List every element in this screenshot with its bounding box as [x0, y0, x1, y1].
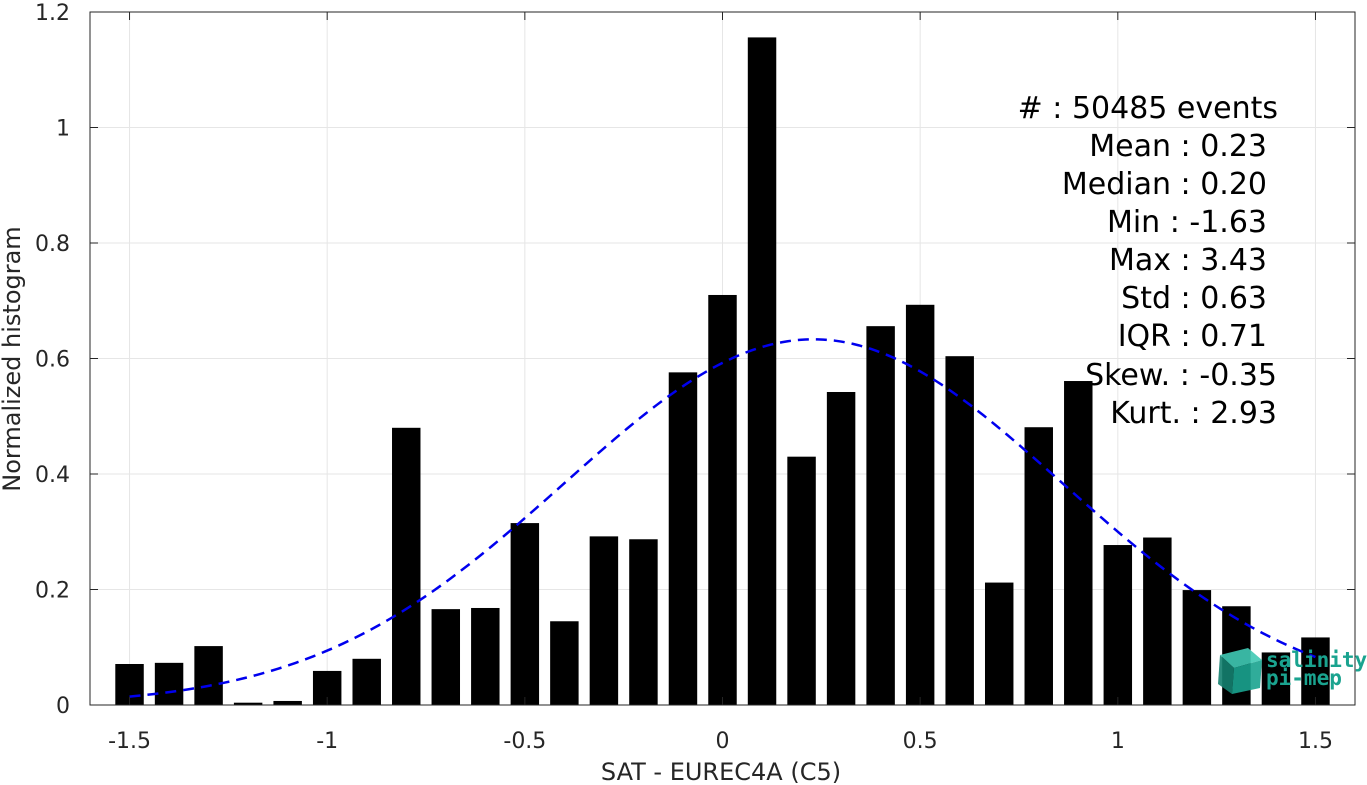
histogram-bar [747, 37, 777, 706]
histogram-bar [984, 582, 1014, 705]
gaussian-fit-curve [129, 338, 1316, 698]
x-tick-label: 1 [1111, 729, 1125, 754]
y-axis-label: Normalized histogram [0, 226, 26, 491]
histogram-bar [1261, 652, 1291, 705]
y-tick-labels: 0 0.2 0.4 0.6 0.8 1 1.2 [35, 1, 70, 719]
histogram-bar [1103, 545, 1133, 705]
histogram-bar [826, 391, 856, 705]
x-axis-label: SAT - EUREC4A (C5) [601, 758, 841, 785]
histogram-bar [945, 356, 974, 705]
histogram-bar [510, 523, 540, 705]
y-tick-label: 0.8 [35, 232, 70, 257]
histogram-bar [352, 658, 381, 705]
y-tick-label: 0.4 [35, 463, 70, 488]
histogram-bar [1182, 590, 1212, 705]
axis-ticks [90, 11, 1355, 706]
histogram-bar [866, 326, 895, 705]
statistics-block: # : 50485 events Mean : 0.23 Median : 0.… [1018, 91, 1278, 431]
logo-line-1: salinity [1266, 648, 1367, 672]
histogram-bar [233, 702, 263, 705]
x-tick-label: 0 [716, 729, 730, 754]
histogram-bar [787, 456, 816, 705]
histogram-bar [392, 427, 421, 705]
y-tick-label: 0.2 [35, 579, 70, 604]
histogram-bar [431, 609, 461, 705]
stat-skew: Skew. : -0.35 [1085, 358, 1277, 393]
histogram-bar [629, 539, 658, 705]
y-tick-label: 0 [56, 694, 70, 719]
histogram-bar [194, 646, 223, 705]
stat-median: Median : 0.20 [1062, 167, 1267, 202]
x-tick-label: 1.5 [1298, 729, 1333, 754]
stat-mean: Mean : 0.23 [1089, 129, 1267, 164]
x-tick-label: -1.5 [108, 729, 151, 754]
histogram-bar [668, 372, 698, 705]
stat-kurt: Kurt. : 2.93 [1110, 396, 1277, 431]
stat-iqr: IQR : 0.71 [1118, 319, 1267, 354]
y-tick-label: 1.2 [35, 1, 70, 26]
stat-max: Max : 3.43 [1109, 243, 1267, 278]
x-tick-label: 0.5 [903, 729, 938, 754]
histogram-bar [1301, 637, 1330, 705]
histogram-bar [1024, 427, 1053, 705]
histogram-bar [154, 662, 184, 705]
stat-min: Min : -1.63 [1107, 205, 1267, 240]
histogram-bar [273, 700, 302, 705]
stat-std: Std : 0.63 [1121, 281, 1267, 316]
x-tick-label: -0.5 [503, 729, 546, 754]
x-tick-labels: -1.5 -1 -0.5 0 0.5 1 1.5 [108, 729, 1333, 754]
histogram-bar [589, 536, 619, 705]
y-tick-label: 0.6 [35, 348, 70, 373]
salinity-pi-mep-logo: salinity pi-mep [1218, 648, 1367, 694]
stat-count: # : 50485 events [1018, 91, 1278, 126]
y-tick-label: 1 [56, 117, 70, 142]
histogram-bar [708, 294, 737, 705]
histogram-bar [1064, 381, 1093, 705]
x-tick-label: -1 [316, 729, 338, 754]
histogram-bar [550, 621, 579, 705]
logo-cube-icon [1218, 648, 1262, 694]
logo-line-2: pi-mep [1266, 666, 1342, 690]
histogram-bar [471, 607, 500, 705]
